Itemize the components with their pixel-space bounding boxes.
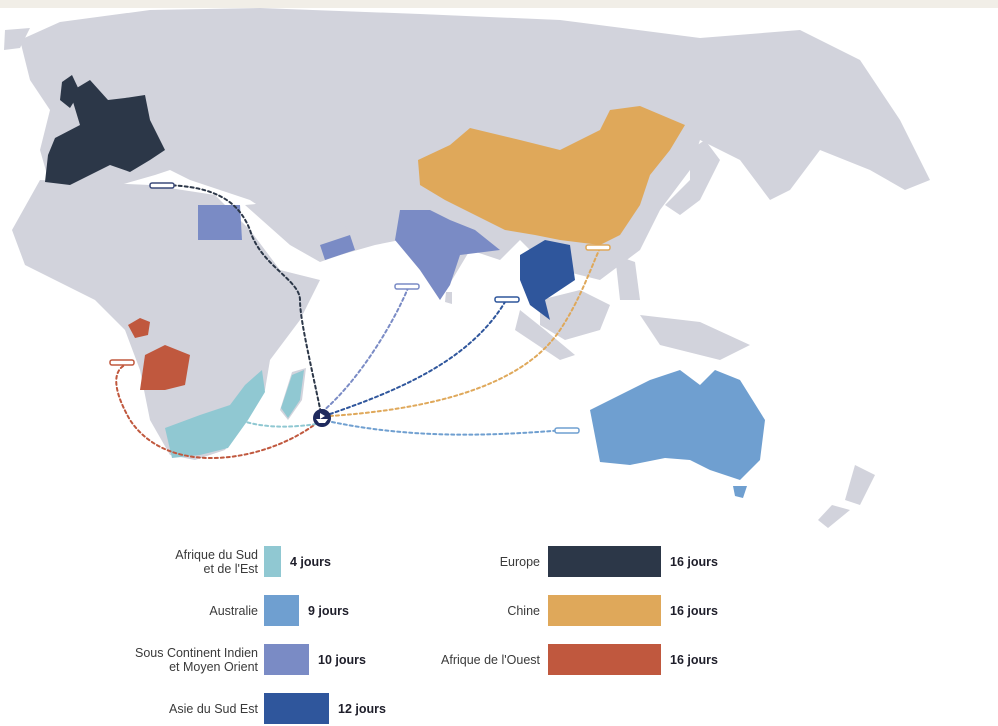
legend-label: Asie du Sud Est bbox=[169, 702, 258, 716]
legend-label: Sous Continent Indien et Moyen Orient bbox=[134, 646, 258, 674]
angola-region bbox=[140, 345, 190, 390]
legend-swatch bbox=[264, 595, 299, 626]
ship-icon bbox=[313, 409, 331, 427]
legend-swatch bbox=[264, 546, 281, 577]
tasmania-region bbox=[733, 486, 747, 498]
legend-row-west-africa: Afrique de l'Ouest 16 jours bbox=[400, 643, 800, 677]
legend-label: Afrique de l'Ouest bbox=[441, 653, 540, 667]
legend-days: 9 jours bbox=[308, 604, 349, 618]
india-region bbox=[395, 210, 500, 300]
egypt-region bbox=[198, 205, 242, 240]
europe-region bbox=[45, 80, 165, 185]
legend-label: Chine bbox=[507, 604, 540, 618]
indonesia-landmass bbox=[540, 290, 610, 340]
port-marker-icon bbox=[109, 359, 135, 366]
legend-row-africa-south-east: Afrique du Sud et de l'Est 4 jours bbox=[0, 545, 400, 579]
legend-swatch bbox=[548, 644, 661, 675]
japan-landmass bbox=[665, 140, 720, 215]
srilanka-landmass bbox=[445, 292, 452, 304]
legend-swatch bbox=[264, 644, 309, 675]
south-africa-region bbox=[165, 370, 265, 458]
legend-days: 16 jours bbox=[670, 555, 718, 569]
legend-days: 12 jours bbox=[338, 702, 386, 716]
nigeria-region bbox=[128, 318, 150, 338]
route-china bbox=[329, 247, 601, 417]
legend-row-australia: Australie 9 jours bbox=[0, 594, 400, 628]
route-west-africa bbox=[115, 364, 319, 460]
route-europe bbox=[159, 184, 323, 419]
port-marker-icon bbox=[149, 182, 175, 189]
legend-days: 16 jours bbox=[670, 653, 718, 667]
port-marker-icon bbox=[554, 427, 580, 434]
legend-swatch bbox=[548, 546, 661, 577]
newzealand-landmass bbox=[845, 465, 875, 505]
newzealand-south bbox=[818, 505, 850, 528]
legend-row-china: Chine 16 jours bbox=[400, 594, 800, 628]
newguinea-landmass bbox=[640, 315, 750, 360]
map-panel: Afrique du Sud et de l'Est 4 jours Austr… bbox=[0, 8, 998, 726]
route-australia bbox=[331, 421, 566, 436]
port-marker-icon bbox=[494, 296, 520, 303]
legend-days: 16 jours bbox=[670, 604, 718, 618]
legend-label: Europe bbox=[499, 555, 540, 569]
sumatra-landmass bbox=[515, 310, 575, 360]
legend-days: 4 jours bbox=[290, 555, 331, 569]
world-map bbox=[4, 8, 930, 528]
route-south-africa bbox=[239, 419, 317, 428]
legend-swatch bbox=[548, 595, 661, 626]
port-marker-icon bbox=[394, 283, 420, 290]
legend-label: Afrique du Sud et de l'Est bbox=[175, 548, 258, 576]
china-region bbox=[418, 106, 685, 245]
legend-row-southeast-asia: Asie du Sud Est 12 jours bbox=[0, 692, 400, 726]
legend-swatch bbox=[264, 693, 329, 724]
uk-region bbox=[60, 75, 80, 108]
madagascar-region bbox=[281, 370, 304, 418]
southeast-asia-region bbox=[520, 240, 575, 320]
port-marker-icon bbox=[585, 244, 611, 251]
australia-region bbox=[590, 370, 765, 480]
landmass-northwest bbox=[4, 28, 30, 50]
legend-row-europe: Europe 16 jours bbox=[400, 545, 800, 579]
legend-days: 10 jours bbox=[318, 653, 366, 667]
oman-region bbox=[320, 235, 355, 260]
legend-label: Australie bbox=[209, 604, 258, 618]
philippines-landmass bbox=[615, 255, 640, 300]
route-india bbox=[321, 287, 409, 413]
legend-row-india-middle-east: Sous Continent Indien et Moyen Orient 10… bbox=[0, 643, 400, 677]
route-southeast-asia bbox=[329, 301, 506, 415]
